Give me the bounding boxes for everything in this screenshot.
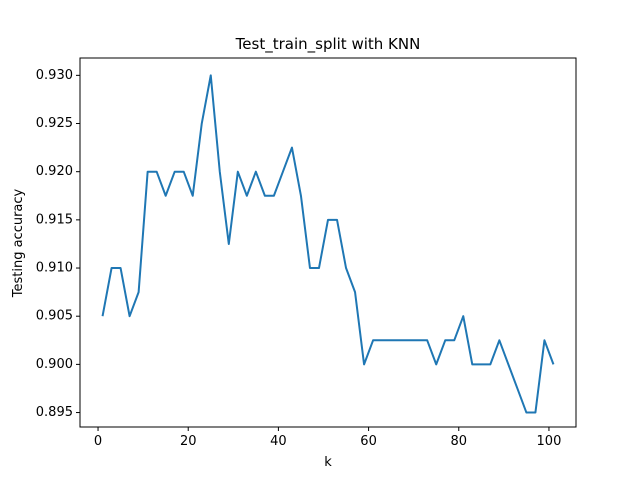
y-tick-label: 0.915 (36, 212, 73, 227)
y-tick-label: 0.900 (36, 357, 73, 372)
x-tick-label: 80 (450, 434, 467, 449)
series-line (101, 74, 555, 414)
y-tick-label: 0.925 (36, 116, 73, 131)
axes-frame (79, 57, 577, 428)
x-axis-label: k (324, 455, 332, 470)
plot-area (101, 74, 555, 414)
x-axis: 0 20 40 60 80 100 (94, 427, 561, 449)
x-tick-label: 0 (94, 434, 102, 449)
y-tick-label: 0.895 (36, 405, 73, 420)
x-tick-label: 20 (180, 434, 197, 449)
y-axis-label: Testing accuracy (11, 188, 26, 298)
y-tick-label: 0.930 (36, 68, 73, 83)
x-tick-label: 60 (360, 434, 377, 449)
chart-title: Test_train_split with KNN (235, 35, 421, 54)
y-axis: 0.895 0.900 0.905 0.910 0.915 0.920 0.925 0.930 (36, 68, 80, 420)
y-tick-label: 0.905 (36, 309, 73, 324)
y-tick-label: 0.910 (36, 261, 73, 276)
x-tick-label: 100 (537, 434, 562, 449)
y-tick-label: 0.920 (36, 164, 73, 179)
x-tick-label: 40 (270, 434, 287, 449)
